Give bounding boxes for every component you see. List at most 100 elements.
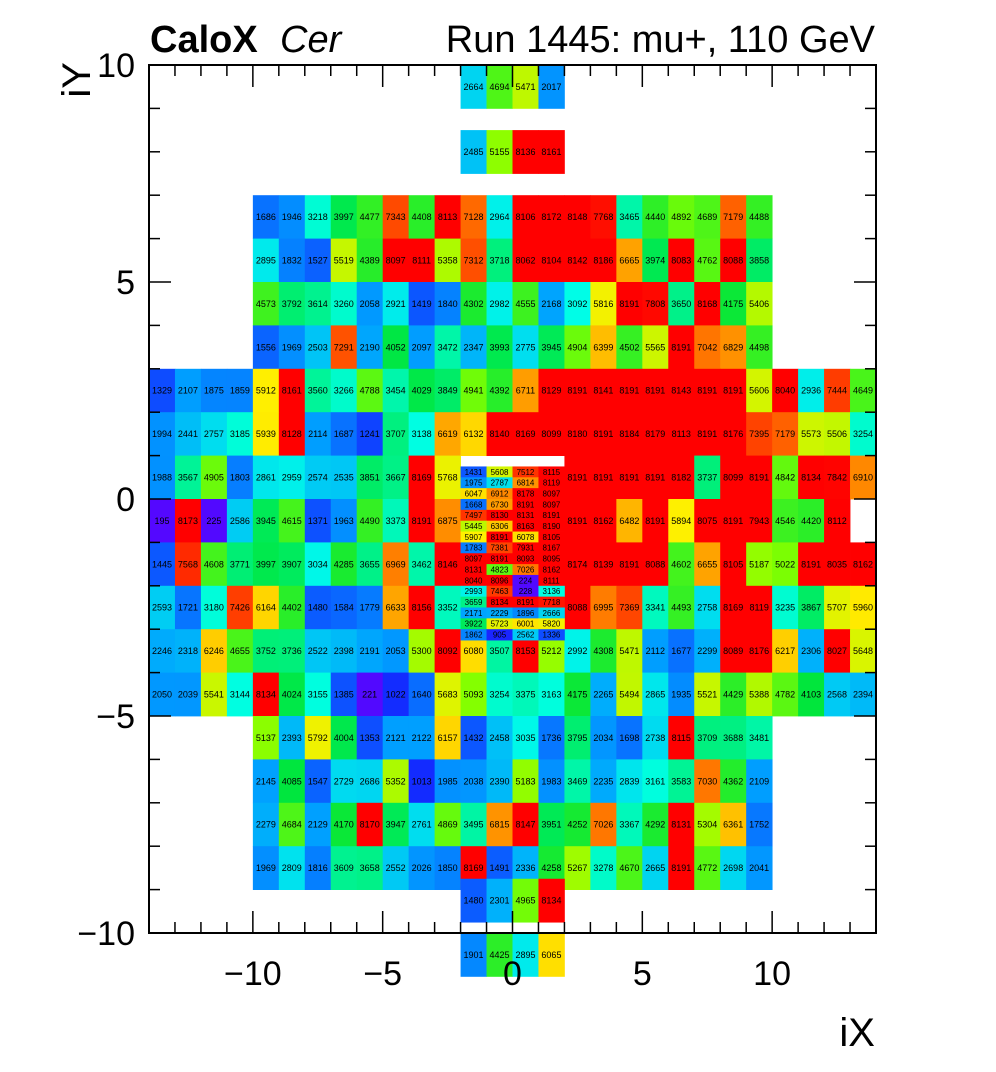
heatmap-cell xyxy=(460,553,487,565)
cell-value-label: 8083 xyxy=(671,256,691,266)
cell-value-label: 8191 xyxy=(543,511,561,520)
cell-value-label: 228 xyxy=(519,587,533,596)
cell-value-label: 3092 xyxy=(567,299,587,309)
heatmap-cell xyxy=(226,672,254,717)
cell-value-label: 2039 xyxy=(178,690,198,700)
heatmap-cell xyxy=(252,282,280,326)
y-tick-label: 5 xyxy=(116,264,135,302)
cell-value-label: 195 xyxy=(154,516,169,526)
heatmap-cell xyxy=(538,553,565,565)
cell-value-label: 3155 xyxy=(308,690,328,700)
heatmap-cell xyxy=(590,585,617,630)
cell-value-label: 8191 xyxy=(491,555,509,564)
cell-value-label: 3997 xyxy=(256,559,276,569)
cell-value-label: 8176 xyxy=(723,429,743,439)
heatmap-cell xyxy=(824,672,851,717)
cell-value-label: 3667 xyxy=(386,473,406,483)
cell-value-label: 8027 xyxy=(827,646,847,656)
cell-value-label: 1975 xyxy=(465,479,483,488)
cell-value-label: 2458 xyxy=(490,733,510,743)
cell-value-label: 3951 xyxy=(541,820,561,830)
heatmap-cell xyxy=(382,499,410,543)
heatmap-cell xyxy=(304,672,332,717)
heatmap-cell xyxy=(252,412,280,456)
heatmap-cell xyxy=(304,368,332,413)
heatmap-cell xyxy=(330,238,358,283)
cell-value-label: 1985 xyxy=(438,776,458,786)
cell-value-label: 6399 xyxy=(593,342,613,352)
heatmap-cell xyxy=(642,412,669,456)
x-tick-label: 5 xyxy=(633,955,652,993)
heatmap-cell xyxy=(668,455,695,500)
cell-value-label: 2809 xyxy=(282,863,302,873)
cell-value-label: 2441 xyxy=(178,429,198,439)
heatmap-cell xyxy=(174,455,202,500)
heatmap-cell xyxy=(200,542,228,587)
heatmap-cell xyxy=(460,499,487,511)
heatmap-cell xyxy=(616,325,643,370)
heatmap-cell xyxy=(538,629,565,641)
cell-value-label: 3609 xyxy=(334,863,354,873)
heatmap-cell xyxy=(356,542,384,587)
cell-value-label: 3567 xyxy=(178,473,198,483)
cell-value-label: 1022 xyxy=(386,690,406,700)
cell-value-label: 2053 xyxy=(386,646,406,656)
cell-value-label: 8162 xyxy=(593,516,613,526)
heatmap-cell xyxy=(616,716,643,760)
cell-value-label: 5494 xyxy=(619,690,639,700)
cell-value-label: 4488 xyxy=(749,212,769,222)
cell-value-label: 7179 xyxy=(775,429,795,439)
cell-value-label: 2265 xyxy=(593,690,613,700)
cell-value-label: 1584 xyxy=(334,603,354,613)
heatmap-cell xyxy=(434,846,461,890)
heatmap-cell xyxy=(538,585,565,598)
cell-value-label: 1385 xyxy=(334,690,354,700)
cell-value-label: 8161 xyxy=(282,386,302,396)
heatmap-cell xyxy=(538,574,565,587)
heatmap-cell xyxy=(720,585,747,630)
heatmap-cell xyxy=(434,759,461,804)
cell-value-label: 8040 xyxy=(775,386,795,396)
heatmap-cell xyxy=(252,585,280,630)
cell-value-label: 8119 xyxy=(543,479,561,488)
heatmap-cell xyxy=(149,585,176,630)
heatmap-cell xyxy=(538,759,565,804)
heatmap-cell xyxy=(226,368,254,413)
cell-value-label: 2574 xyxy=(308,473,328,483)
cell-value-label: 5565 xyxy=(645,342,665,352)
cell-value-label: 8153 xyxy=(515,646,535,656)
cell-value-label: 5608 xyxy=(491,468,509,477)
heatmap-cell xyxy=(252,716,280,760)
cell-value-label: 1896 xyxy=(517,609,535,618)
heatmap-cell xyxy=(278,325,306,370)
cell-value-label: 8147 xyxy=(515,820,535,830)
cell-value-label: 1687 xyxy=(334,429,354,439)
cell-value-label: 6361 xyxy=(723,820,743,830)
cell-value-label: 7291 xyxy=(334,342,354,352)
cell-value-label: 2122 xyxy=(412,733,432,743)
heatmap-cell xyxy=(538,933,565,977)
cell-value-label: 7808 xyxy=(645,299,665,309)
cell-value-label: 8191 xyxy=(697,429,717,439)
cell-value-label: 7931 xyxy=(517,544,535,553)
heatmap-cell xyxy=(642,629,669,673)
heatmap-cell xyxy=(304,759,332,804)
cell-value-label: 6080 xyxy=(464,646,484,656)
cell-value-label: 8095 xyxy=(543,555,561,564)
heatmap-cell xyxy=(304,585,332,630)
heatmap-cell xyxy=(564,629,591,673)
cell-value-label: 6912 xyxy=(491,489,509,498)
cell-value-label: 2229 xyxy=(491,609,509,618)
cell-value-label: 5093 xyxy=(464,690,484,700)
heatmap-cell xyxy=(434,499,461,543)
cell-value-label: 2393 xyxy=(282,733,302,743)
heatmap-cell xyxy=(772,542,799,587)
brand-label: CaloX xyxy=(150,19,258,61)
cell-value-label: 1013 xyxy=(412,776,432,786)
cell-value-label: 4103 xyxy=(801,690,821,700)
heatmap-cell xyxy=(278,672,306,717)
cell-value-label: 7030 xyxy=(697,776,717,786)
cell-value-label: 8172 xyxy=(541,212,561,222)
cell-value-label: 4477 xyxy=(360,212,380,222)
heatmap-cell xyxy=(330,195,358,239)
